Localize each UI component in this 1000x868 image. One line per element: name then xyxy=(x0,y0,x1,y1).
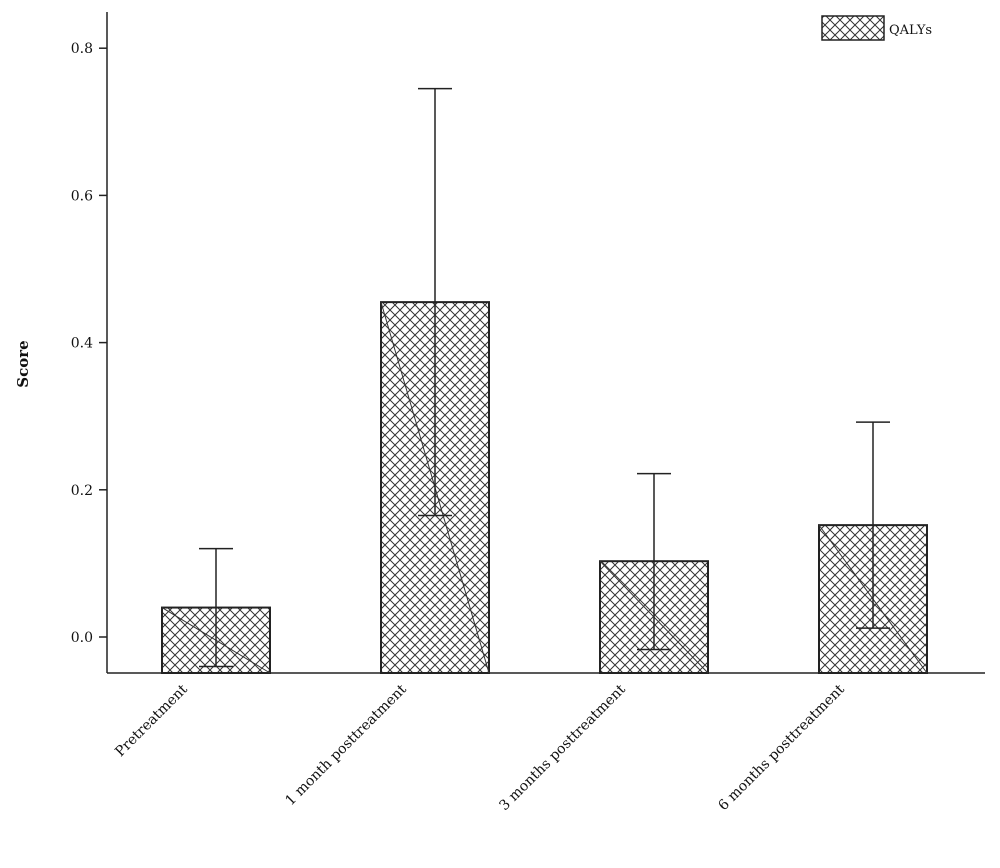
legend: QALYs xyxy=(821,15,932,41)
bars xyxy=(161,301,928,675)
x-category-label: 6 months posttreatment xyxy=(715,681,848,814)
x-category-label: 3 months posttreatment xyxy=(496,681,629,814)
y-axis-title: Score xyxy=(14,340,32,387)
y-tick-label: 0.4 xyxy=(71,336,93,352)
error-bar xyxy=(199,547,233,668)
error-bars xyxy=(199,87,890,668)
x-category-label: 1 month posttreatment xyxy=(282,681,410,809)
category-labels: Pretreatment 1 month posttreatment 3 month… xyxy=(112,681,848,814)
error-bar xyxy=(637,472,671,651)
x-category-label: Pretreatment xyxy=(112,681,191,760)
y-tick-label: 0.8 xyxy=(71,41,93,57)
error-bar xyxy=(856,421,890,629)
error-bar xyxy=(418,87,452,517)
legend-swatch xyxy=(821,15,885,41)
y-tick-label: 0.2 xyxy=(71,483,93,499)
y-axis: 0.0 0.2 0.4 0.6 0.8 xyxy=(71,12,108,673)
legend-label-qalys: QALYs xyxy=(889,23,932,38)
y-tick-label: 0.6 xyxy=(71,188,93,204)
y-tick-label: 0.0 xyxy=(71,630,93,646)
